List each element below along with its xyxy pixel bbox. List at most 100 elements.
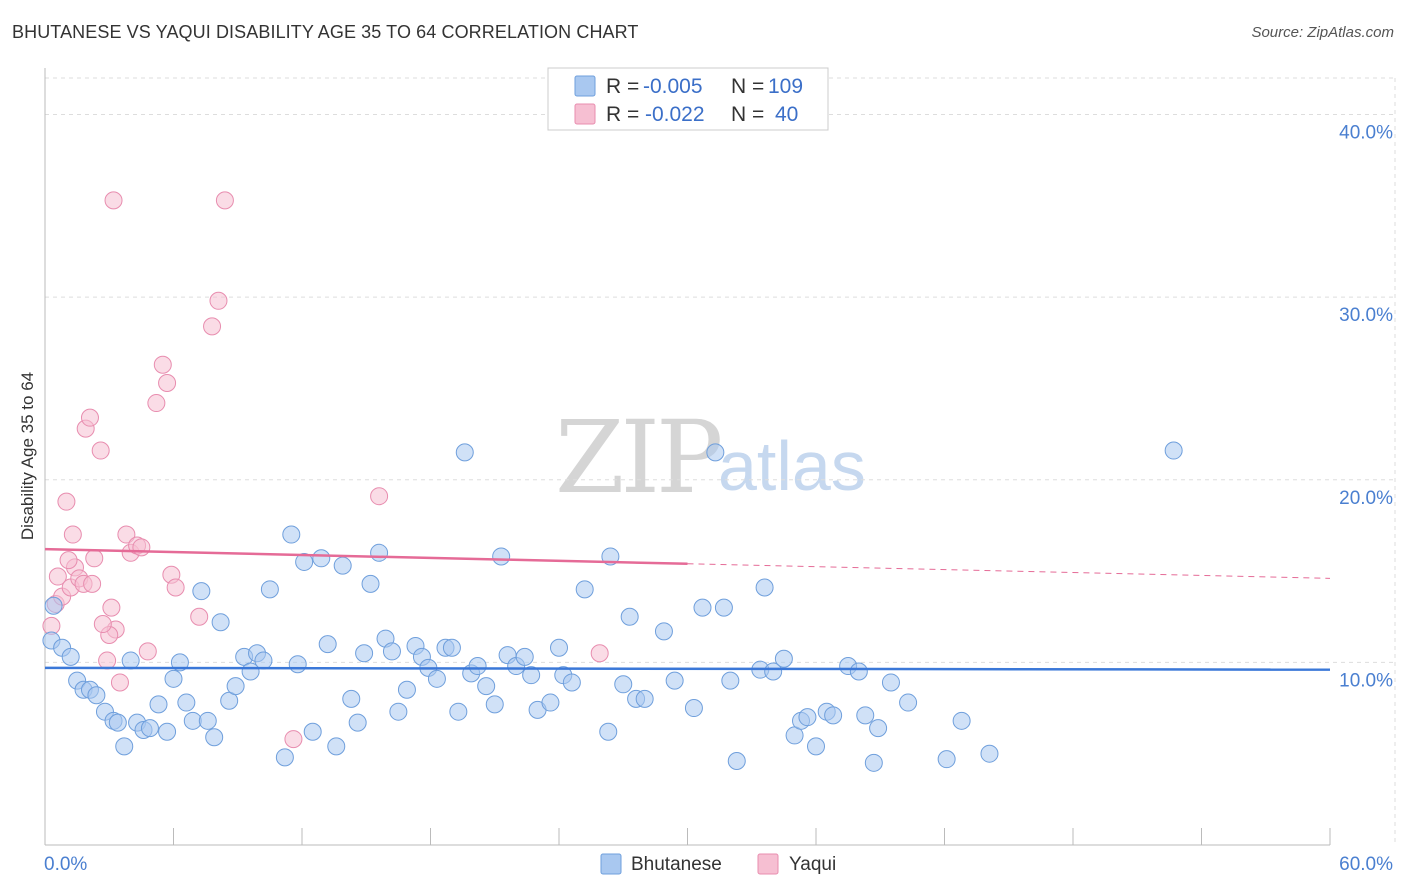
bhutanese-point [183, 711, 202, 730]
bhutanese-point [449, 702, 468, 721]
bhutanese-point [327, 737, 346, 756]
y-tick-label-0: 10.0% [1339, 670, 1393, 691]
bhutanese-point [312, 549, 331, 568]
bhutanese-point [937, 750, 956, 769]
bhutanese-point [665, 671, 684, 690]
bhutanese-point [869, 719, 888, 738]
bhutanese-point [275, 748, 294, 767]
yaqui-point [166, 578, 185, 597]
bhutanese-point [468, 657, 487, 676]
bhutanese-point [205, 728, 224, 747]
yaqui-point [98, 651, 117, 670]
yaqui-point [85, 549, 104, 568]
bhutanese-point [635, 689, 654, 708]
bhutanese-point [755, 578, 774, 597]
bottom-legend: Bhutanese Yaqui [600, 853, 836, 875]
source-label: Source: ZipAtlas.com [1251, 24, 1394, 41]
bhutanese-point [764, 662, 783, 681]
bhutanese-point [620, 607, 639, 626]
legend-swatch-bhutanese [574, 75, 596, 97]
bhutanese-point [654, 622, 673, 641]
bhutanese-point [140, 719, 159, 738]
bhutanese-point [348, 713, 367, 732]
bhutanese-point [211, 613, 230, 632]
yaqui-point [93, 615, 112, 634]
bhutanese-point [492, 547, 511, 566]
y-tick-label-3: 40.0% [1339, 123, 1393, 144]
bhutanese-point [108, 713, 127, 732]
bhutanese-point [614, 675, 633, 694]
legend-n-value-bhutanese: 109 [768, 75, 803, 98]
yaqui-point [138, 642, 157, 661]
bhutanese-point [158, 722, 177, 741]
bhutanese-point [121, 651, 140, 670]
bhutanese-point [774, 649, 793, 668]
bhutanese-point [288, 655, 307, 674]
bhutanese-point [282, 525, 301, 544]
yaqui-point [80, 408, 99, 427]
bhutanese-point [149, 695, 168, 714]
bhutanese-point [427, 669, 446, 688]
yaqui-point [102, 598, 121, 617]
legend-n-value-yaqui: 40 [775, 103, 798, 126]
x-tick-label-0: 0.0% [44, 854, 87, 875]
yaqui-point [590, 644, 609, 663]
yaqui-point [190, 607, 209, 626]
bhutanese-point [397, 680, 416, 699]
bhutanese-point [333, 556, 352, 575]
bottom-legend-swatch-yaqui [757, 853, 779, 875]
yaqui-point [370, 487, 389, 506]
yaqui-point [209, 291, 228, 310]
bhutanese-point [164, 669, 183, 688]
bhutanese-point [693, 598, 712, 617]
y-tick-label-2: 30.0% [1339, 305, 1393, 326]
bhutanese-point [721, 671, 740, 690]
bhutanese-point [515, 647, 534, 666]
bhutanese-point [684, 699, 703, 718]
yaqui-point [132, 538, 151, 557]
chart-title: BHUTANESE VS YAQUI DISABILITY AGE 35 TO … [12, 22, 639, 42]
yaqui-point [215, 191, 234, 210]
bhutanese-point [442, 638, 461, 657]
bhutanese-point [44, 596, 63, 615]
trend-line-bhutanese [44, 666, 1331, 671]
yaqui-point [203, 317, 222, 336]
bhutanese-point [295, 552, 314, 571]
bhutanese-point [477, 677, 496, 696]
yaqui-point [63, 525, 82, 544]
bottom-legend-swatch-bhutanese [600, 853, 622, 875]
x-tick-label-1: 60.0% [1339, 854, 1393, 875]
y-tick-label-1: 20.0% [1339, 488, 1393, 509]
y-tick-labels: 10.0% 20.0% 30.0% 40.0% [1339, 123, 1393, 692]
yaqui-point [48, 567, 67, 586]
bhutanese-point [61, 647, 80, 666]
bhutanese-point [856, 706, 875, 725]
yaqui-point [158, 373, 177, 392]
yaqui-point [153, 355, 172, 374]
yaqui-point [117, 525, 136, 544]
yaqui-point [110, 673, 129, 692]
legend-r-value-bhutanese: -0.005 [643, 75, 703, 98]
bhutanese-point [485, 695, 504, 714]
bhutanese-point [562, 673, 581, 692]
bhutanese-point [952, 711, 971, 730]
bhutanese-point [355, 644, 374, 663]
bottom-legend-label-yaqui: Yaqui [789, 854, 836, 875]
series-yaqui-points [42, 191, 609, 749]
bhutanese-point [382, 642, 401, 661]
bhutanese-point [575, 580, 594, 599]
legend-n-label-bhutanese: N = [731, 75, 764, 98]
bhutanese-point [226, 677, 245, 696]
bhutanese-point [864, 753, 883, 772]
bhutanese-point [198, 711, 217, 730]
bhutanese-point [87, 686, 106, 705]
bhutanese-point [177, 693, 196, 712]
bhutanese-point [881, 673, 900, 692]
yaqui-point [284, 730, 303, 749]
y-axis-label: Disability Age 35 to 64 [18, 372, 37, 540]
legend-r-label-bhutanese: R = [606, 75, 639, 98]
axes [44, 68, 1331, 846]
bhutanese-point [807, 737, 825, 756]
trend-line-yaqui-solid [44, 547, 688, 566]
bhutanese-point [714, 598, 733, 617]
